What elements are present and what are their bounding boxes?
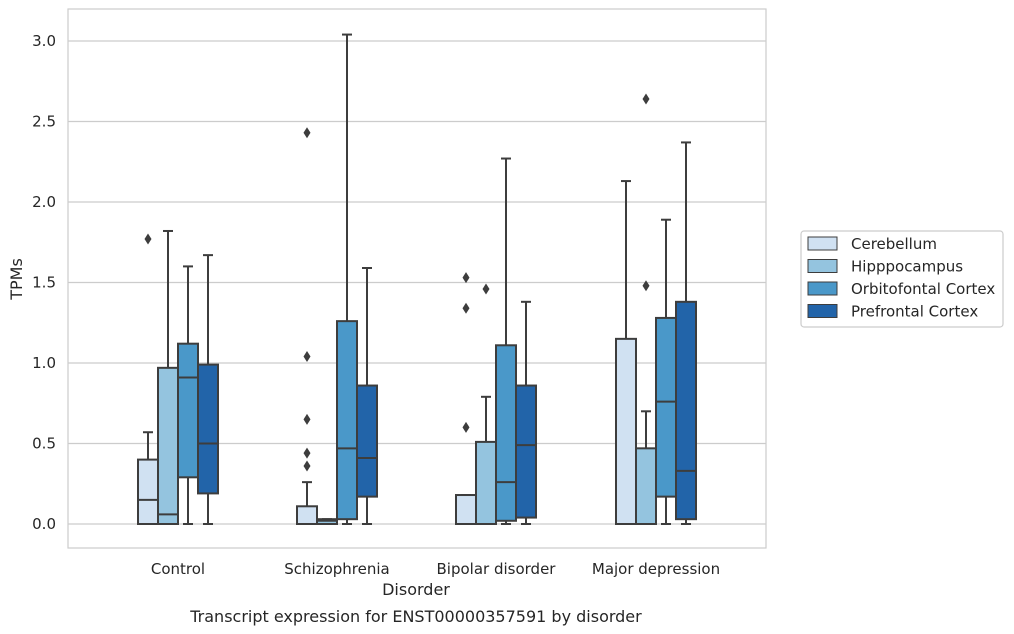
box-iqr <box>655 316 677 498</box>
box-groups <box>137 33 697 526</box>
box-cerebellum <box>455 272 477 525</box>
y-tick-label: 0.5 <box>32 435 56 453</box>
outlier-point <box>303 413 311 425</box>
y-tick-label: 1.0 <box>32 354 56 372</box>
box-orbitofontal-cortex <box>495 157 517 525</box>
box-orbitofontal-cortex <box>655 218 677 525</box>
chart-caption: Transcript expression for ENST0000035759… <box>189 607 642 626</box>
legend: Cerebellum Hipppocampus Orbitofontal Corte… <box>800 230 1004 328</box>
x-tick-label: Major depression <box>592 560 720 578</box>
y-tick-label: 3.0 <box>32 32 56 50</box>
box-orbitofontal-cortex <box>177 265 199 525</box>
box-iqr <box>296 505 318 526</box>
x-axis-title: Disorder <box>382 580 450 599</box>
box-prefrontal-cortex <box>675 141 697 525</box>
y-tick-labels: 0.0 0.5 1.0 1.5 2.0 2.5 3.0 <box>32 32 56 533</box>
box-prefrontal-cortex <box>515 300 537 525</box>
x-tick-label: Schizophrenia <box>284 560 389 578</box>
box-iqr <box>475 440 497 526</box>
box-iqr <box>356 384 378 498</box>
x-tick-label: Bipolar disorder <box>437 560 557 578</box>
box-cerebellum <box>615 180 637 525</box>
y-tick-label: 0.0 <box>32 515 56 533</box>
x-tick-label: Control <box>151 560 205 578</box>
y-tick-label: 2.5 <box>32 113 56 131</box>
legend-swatch <box>807 259 838 273</box>
box-iqr <box>336 320 358 521</box>
box-hipppocampus <box>635 93 657 525</box>
box-hipppocampus <box>157 229 179 525</box>
y-axis-title: TPMs <box>7 258 26 301</box>
box-iqr <box>137 458 159 526</box>
legend-label: Prefrontal Cortex <box>851 303 978 321</box>
outlier-point <box>303 447 311 459</box>
outlier-point <box>462 302 470 314</box>
outlier-point <box>303 127 311 139</box>
legend-frame <box>800 230 1004 328</box>
box-prefrontal-cortex <box>356 267 378 525</box>
legend-label: Cerebellum <box>851 235 937 253</box>
box-iqr <box>157 366 179 525</box>
box-iqr <box>515 384 537 519</box>
box-iqr <box>455 494 477 525</box>
legend-swatch <box>807 304 838 318</box>
legend-label: Hipppocampus <box>851 258 963 276</box>
outlier-point <box>303 460 311 472</box>
y-tick-label: 1.5 <box>32 274 56 292</box>
box-iqr <box>635 447 657 525</box>
box-iqr <box>177 342 199 479</box>
outlier-point <box>642 280 650 292</box>
box-iqr <box>675 300 697 521</box>
box-iqr <box>615 337 637 525</box>
outlier-point <box>462 421 470 433</box>
outlier-point <box>462 272 470 284</box>
box-iqr <box>495 344 517 522</box>
box-prefrontal-cortex <box>197 254 219 525</box>
outlier-point <box>303 351 311 363</box>
box-iqr <box>197 363 219 495</box>
outlier-point <box>144 233 152 245</box>
legend-label: Orbitofontal Cortex <box>851 280 995 298</box>
box-hipppocampus <box>316 518 338 525</box>
box-cerebellum <box>296 127 318 526</box>
legend-swatch <box>807 281 838 296</box>
y-tick-label: 2.0 <box>32 193 56 211</box>
outlier-point <box>642 93 650 105</box>
outlier-point <box>482 283 490 295</box>
legend-swatch <box>807 236 838 251</box>
x-tick-labels: Control Schizophrenia Bipolar disorder Majo… <box>151 560 720 578</box>
